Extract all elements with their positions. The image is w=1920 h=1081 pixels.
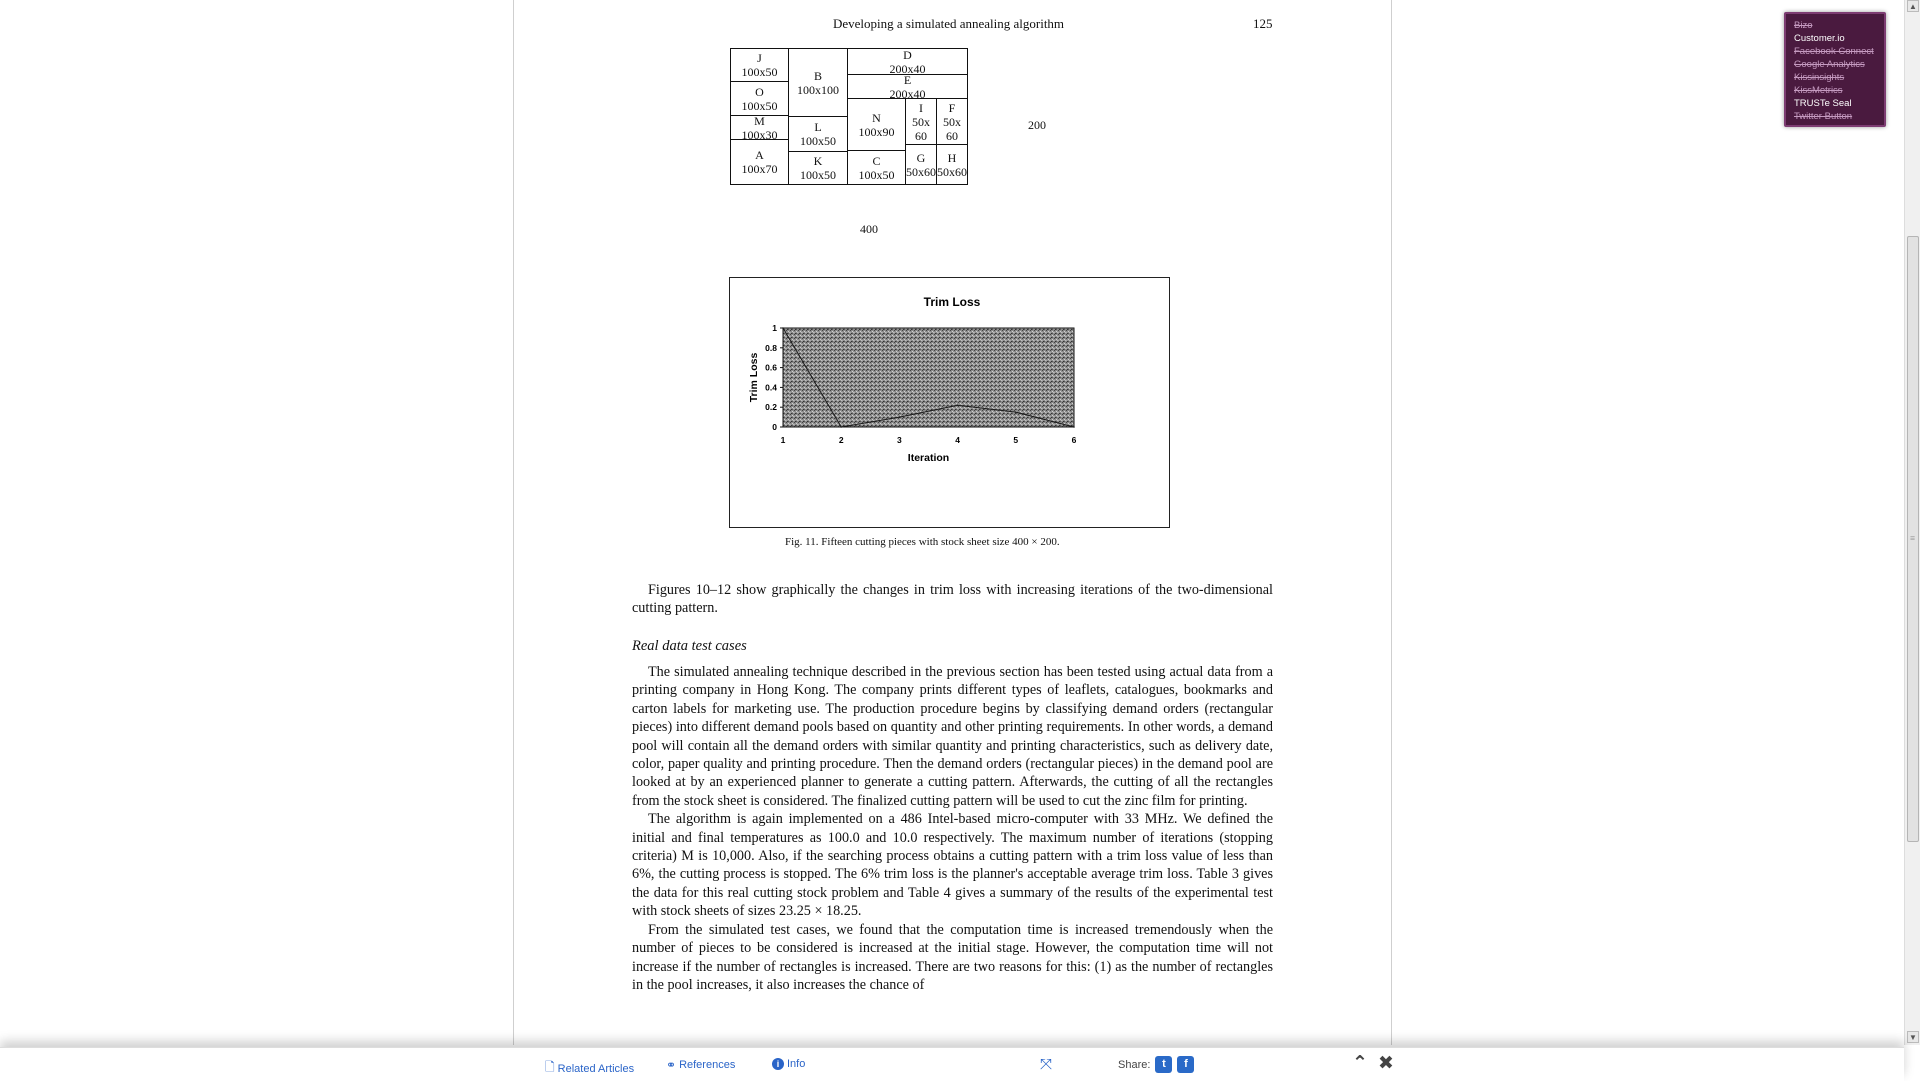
figure-caption: Fig. 11. Fifteen cutting pieces with sto…	[785, 536, 1060, 548]
piece-c: C 100x50	[847, 150, 906, 185]
chevron-up-icon: ⌃	[1352, 1053, 1368, 1074]
piece-b: B 100x100	[788, 48, 848, 117]
plot-area	[782, 327, 1075, 428]
close-icon: ✖	[1378, 1053, 1394, 1074]
data-point	[1073, 426, 1075, 428]
x-tick-label: 2	[839, 435, 844, 445]
related-articles-link[interactable]: 🗋 Related Articles	[545, 1058, 634, 1079]
paragraph-1: The simulated annealing technique descri…	[632, 664, 1273, 809]
bottom-toolbar: 🗋 Related Articles ⚭ References i Info ⤧…	[0, 1047, 1904, 1081]
x-tick-label: 1	[781, 435, 786, 445]
piece-l: L 100x50	[788, 116, 848, 152]
tracker-item[interactable]: TRUSTe Seal	[1794, 98, 1852, 109]
data-point	[956, 404, 959, 407]
piece-j: J 100x50	[730, 48, 789, 82]
running-head: Developing a simulated annealing algorit…	[833, 16, 1065, 31]
tracker-item[interactable]: Bizo	[1794, 20, 1813, 31]
piece-i: I 50x 60	[905, 98, 937, 145]
twitter-share-button[interactable]: t	[1155, 1056, 1173, 1073]
x-tick-label: 3	[897, 435, 902, 445]
x-tick-label: 6	[1072, 435, 1077, 445]
intro-paragraph: Figures 10–12 show graphically the chang…	[632, 581, 1273, 618]
piece-d: D 200x40	[847, 48, 968, 76]
page-number: 125	[1253, 16, 1273, 31]
vertical-scrollbar[interactable]: ▲ ≡ ▼	[1904, 0, 1920, 1045]
x-tick-label: 5	[1013, 435, 1018, 445]
data-point	[1015, 411, 1017, 413]
piece-g: G 50x60	[905, 144, 937, 185]
intro-text: Figures 10–12 show graphically the chang…	[632, 582, 1273, 617]
facebook-share-button[interactable]: f	[1177, 1056, 1195, 1073]
grip-icon: ≡	[1910, 533, 1916, 543]
x-axis-label: Iteration	[908, 452, 949, 464]
y-tick-label: 0.4	[765, 382, 777, 392]
scroll-up-arrow[interactable]: ▲	[1907, 0, 1919, 12]
references-link[interactable]: ⚭ References	[666, 1058, 735, 1072]
related-articles-label: Related Articles	[557, 1062, 635, 1075]
tracker-item[interactable]: KissMetrics	[1794, 85, 1843, 96]
trim-loss-chart-svg: Trim Loss 0 0.2 0.4 0.6 0.8 1 1 2 3 4 5 6 Trim Los…	[748, 295, 1077, 464]
info-label: Info	[787, 1058, 806, 1070]
close-toolbar-button[interactable]: ✖	[1378, 1052, 1394, 1075]
tracker-item[interactable]: Facebook Connect	[1794, 46, 1874, 57]
collapse-up-button[interactable]: ⌃	[1352, 1052, 1368, 1075]
tracker-item[interactable]: Customer.io	[1794, 33, 1845, 44]
tracker-blocker-panel: Bizo Customer.io Facebook Connect Google An…	[1784, 12, 1886, 127]
link-icon: ⚭	[666, 1058, 677, 1072]
expand-icon: ⤧	[1040, 1056, 1053, 1073]
paragraph-3: From the simulated test cases, we found …	[632, 921, 1273, 993]
piece-e: E 200x40	[847, 73, 968, 101]
data-point	[898, 416, 901, 418]
y-tick-label: 0.8	[765, 343, 777, 353]
paragraph-2: The algorithm is again implemented on a …	[632, 811, 1273, 920]
share-label: Share:	[1118, 1058, 1151, 1071]
section-heading: Real data test cases	[632, 638, 747, 654]
document-icon: 🗋	[545, 1060, 555, 1074]
y-tick-label: 0.6	[765, 363, 777, 373]
trim-loss-chart: Trim Loss 0 0.2 0.4 0.6 0.8 1 1 2 3 4 5 6 Trim Los…	[729, 277, 1170, 528]
piece-m: M 100x30	[730, 114, 789, 142]
piece-o: O 100x50	[730, 81, 789, 116]
y-axis-label: Trim Loss	[748, 353, 760, 403]
references-label: References	[679, 1059, 736, 1071]
scroll-down-arrow[interactable]: ▼	[1907, 1031, 1919, 1043]
tracker-item[interactable]: Kissinsights	[1794, 72, 1845, 83]
piece-h: H 50x60	[936, 144, 968, 185]
width-label: 400	[860, 222, 878, 236]
cutting-pattern-diagram: J 100x50 O 100x50 M 100x30 A 100x70 B 100x100…	[728, 46, 1046, 236]
scroll-thumb[interactable]: ≡	[1907, 236, 1919, 842]
y-tick-label: 0.2	[765, 402, 777, 412]
piece-a: A 100x70	[730, 139, 789, 185]
trim-loss-series-line	[782, 327, 1075, 428]
data-point	[840, 426, 842, 428]
x-tick-label: 4	[955, 435, 960, 445]
height-label: 200	[1028, 118, 1046, 132]
share-bar: Share: t f	[1118, 1056, 1195, 1073]
piece-f: F 50x 60	[936, 98, 968, 145]
tracker-item[interactable]: Twitter Button	[1794, 111, 1853, 122]
piece-n: N 100x90	[847, 98, 906, 151]
info-icon: i	[772, 1058, 784, 1070]
main-body: The simulated annealing technique descri…	[632, 663, 1273, 994]
piece-k: K 100x50	[788, 151, 848, 185]
chart-title: Trim Loss	[924, 295, 981, 309]
info-link[interactable]: i Info	[772, 1058, 805, 1070]
fullscreen-button[interactable]: ⤧	[1040, 1056, 1052, 1073]
tracker-item[interactable]: Google Analytics	[1794, 59, 1865, 70]
y-tick-label: 1	[772, 323, 777, 333]
y-tick-label: 0	[772, 422, 777, 432]
